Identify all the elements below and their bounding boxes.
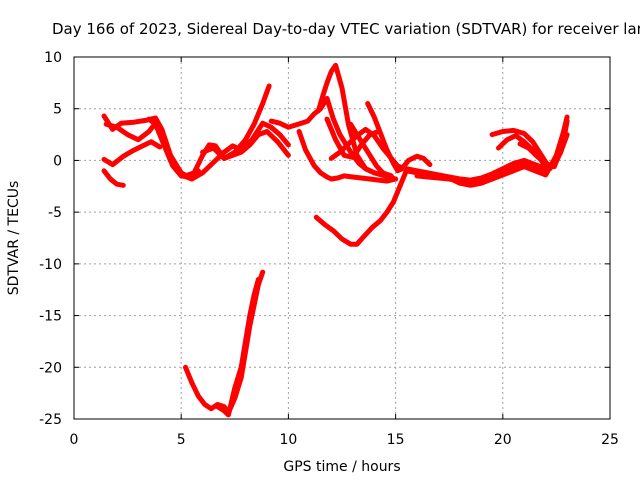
plot-frame <box>73 56 611 420</box>
series-21 <box>183 269 266 416</box>
x-tick-label: 20 <box>494 432 512 448</box>
y-tick-label: -10 <box>39 257 62 273</box>
series-13 <box>365 101 433 174</box>
series-4 <box>146 116 291 182</box>
axis-ticks: 0 5 10 15 20 25 10 5 0 -5 -10 -15 -20 -25 <box>39 50 619 448</box>
x-tick-label: 10 <box>279 432 297 448</box>
x-tick-label: 25 <box>601 432 619 448</box>
y-tick-label: 10 <box>44 50 62 66</box>
x-tick-label: 5 <box>177 432 186 448</box>
series-14 <box>313 168 409 247</box>
y-axis-label: SDTVAR / TECUs <box>6 181 22 296</box>
y-tick-label: -5 <box>48 205 62 221</box>
y-tick-label: 5 <box>53 102 62 118</box>
series-22 <box>215 276 261 418</box>
y-tick-label: -15 <box>39 309 62 325</box>
y-tick-label: 0 <box>53 153 62 169</box>
series-3 <box>101 168 126 188</box>
x-axis-label: GPS time / hours <box>283 459 400 475</box>
x-tick-label: 0 <box>70 432 79 448</box>
y-tick-label: -25 <box>39 412 62 428</box>
y-tick-label: -20 <box>39 360 62 376</box>
series-9 <box>315 62 377 176</box>
series-12 <box>348 121 394 179</box>
x-tick-label: 15 <box>387 432 405 448</box>
data-series <box>101 62 570 418</box>
chart-title: Day 166 of 2023, Sidereal Day-to-day VTE… <box>52 20 640 38</box>
series-20 <box>517 118 570 170</box>
series-2 <box>101 139 163 168</box>
series-6 <box>200 83 272 161</box>
series-1 <box>103 120 201 180</box>
series-8 <box>296 129 399 184</box>
